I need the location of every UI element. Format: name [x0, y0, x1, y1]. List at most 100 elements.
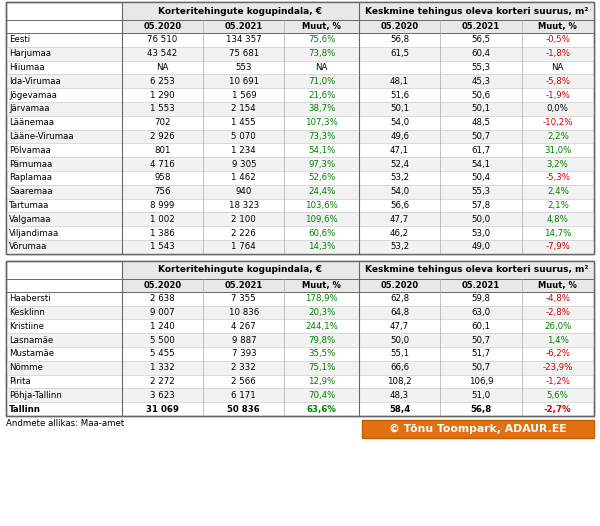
Bar	[6, 261, 594, 416]
Text: 107,3%: 107,3%	[305, 118, 338, 127]
Text: 2 272: 2 272	[150, 377, 175, 386]
Text: 1 462: 1 462	[232, 174, 256, 183]
Text: 05.2021: 05.2021	[224, 22, 263, 31]
Text: 178,9%: 178,9%	[305, 294, 338, 303]
Bar	[122, 279, 359, 292]
Text: 26,0%: 26,0%	[544, 322, 571, 331]
Text: 43 542: 43 542	[148, 49, 178, 58]
Bar	[6, 261, 594, 416]
Text: 49,0: 49,0	[472, 242, 490, 251]
Bar	[122, 20, 359, 33]
Text: 106,9: 106,9	[469, 377, 493, 386]
Text: 76 510: 76 510	[148, 35, 178, 44]
Text: Põhja-Tallinn: Põhja-Tallinn	[9, 391, 62, 400]
Text: 50,1: 50,1	[472, 104, 491, 114]
Text: 60,4: 60,4	[472, 49, 491, 58]
Bar	[6, 74, 594, 88]
Text: 756: 756	[154, 187, 171, 196]
Text: 24,4%: 24,4%	[308, 187, 335, 196]
Text: 6 171: 6 171	[232, 391, 256, 400]
Text: 50,0: 50,0	[390, 336, 409, 345]
Text: 35,5%: 35,5%	[308, 349, 335, 358]
Bar	[6, 306, 594, 319]
Text: 60,1: 60,1	[472, 322, 491, 331]
Text: 2 100: 2 100	[232, 215, 256, 224]
Text: 05.2020: 05.2020	[380, 22, 419, 31]
Text: 53,0: 53,0	[472, 229, 491, 238]
Text: 6 253: 6 253	[150, 77, 175, 86]
Text: -23,9%: -23,9%	[542, 363, 573, 372]
Text: Korteritehingute kogupindala, €: Korteritehingute kogupindala, €	[158, 6, 322, 15]
Text: 56,5: 56,5	[472, 35, 491, 44]
Bar	[122, 2, 359, 20]
Text: 57,8: 57,8	[472, 201, 491, 210]
Bar	[6, 388, 594, 402]
Text: 70,4%: 70,4%	[308, 391, 335, 400]
Text: 48,1: 48,1	[390, 77, 409, 86]
Text: 2 638: 2 638	[150, 294, 175, 303]
Text: 62,8: 62,8	[390, 294, 409, 303]
Text: 3 623: 3 623	[150, 391, 175, 400]
Bar	[122, 261, 359, 279]
Text: 134 357: 134 357	[226, 35, 262, 44]
Text: 4 716: 4 716	[150, 159, 175, 169]
Text: -7,9%: -7,9%	[545, 242, 570, 251]
Text: 73,3%: 73,3%	[308, 132, 335, 141]
Text: Viljandimaa: Viljandimaa	[9, 229, 59, 238]
Text: 48,3: 48,3	[390, 391, 409, 400]
Text: -0,5%: -0,5%	[545, 35, 571, 44]
Text: 75,6%: 75,6%	[308, 35, 335, 44]
Text: 64,8: 64,8	[390, 308, 409, 317]
Text: Saaremaa: Saaremaa	[9, 187, 53, 196]
Text: Võrumaa: Võrumaa	[9, 242, 47, 251]
Text: 53,2: 53,2	[390, 242, 409, 251]
Text: 9 305: 9 305	[232, 159, 256, 169]
Bar	[6, 102, 594, 116]
Bar	[359, 20, 594, 33]
Text: Harjumaa: Harjumaa	[9, 49, 51, 58]
Text: 1 234: 1 234	[232, 146, 256, 155]
Text: 8 999: 8 999	[150, 201, 175, 210]
Bar	[6, 2, 594, 254]
Text: Keskmine tehingus oleva korteri suurus, m²: Keskmine tehingus oleva korteri suurus, …	[365, 6, 588, 15]
Text: 2 226: 2 226	[232, 229, 256, 238]
Text: -1,8%: -1,8%	[545, 49, 571, 58]
Text: -2,8%: -2,8%	[545, 308, 571, 317]
Text: 55,3: 55,3	[472, 63, 491, 72]
Text: Kesklinn: Kesklinn	[9, 308, 45, 317]
Text: Mustamäe: Mustamäe	[9, 349, 54, 358]
Text: 75,1%: 75,1%	[308, 363, 335, 372]
Text: Eesti: Eesti	[9, 35, 30, 44]
Text: 10 691: 10 691	[229, 77, 259, 86]
Text: 2,1%: 2,1%	[547, 201, 569, 210]
Text: -10,2%: -10,2%	[542, 118, 573, 127]
Bar	[6, 47, 594, 60]
Text: 14,7%: 14,7%	[544, 229, 571, 238]
Text: 7 393: 7 393	[232, 349, 256, 358]
Text: Tartumaa: Tartumaa	[9, 201, 49, 210]
Text: 50,1: 50,1	[390, 104, 409, 114]
Text: 244,1%: 244,1%	[305, 322, 338, 331]
Text: 1 569: 1 569	[232, 90, 256, 99]
Text: 940: 940	[236, 187, 252, 196]
Text: 56,8: 56,8	[470, 404, 491, 413]
Text: 50,0: 50,0	[472, 215, 491, 224]
Text: 103,6%: 103,6%	[305, 201, 338, 210]
Text: Hiiumaa: Hiiumaa	[9, 63, 44, 72]
Text: Nõmme: Nõmme	[9, 363, 43, 372]
Text: -1,9%: -1,9%	[545, 90, 570, 99]
Text: 2 154: 2 154	[232, 104, 256, 114]
Text: 702: 702	[154, 118, 171, 127]
Bar	[6, 129, 594, 144]
Text: 5 070: 5 070	[232, 132, 256, 141]
Text: 4,8%: 4,8%	[547, 215, 569, 224]
Text: Valgamaa: Valgamaa	[9, 215, 52, 224]
Text: 1 332: 1 332	[150, 363, 175, 372]
Text: Muut, %: Muut, %	[538, 22, 577, 31]
Text: 61,5: 61,5	[390, 49, 409, 58]
Text: 4 267: 4 267	[232, 322, 256, 331]
Text: 1,4%: 1,4%	[547, 336, 569, 345]
Text: 1 386: 1 386	[150, 229, 175, 238]
Text: Lasnamäe: Lasnamäe	[9, 336, 53, 345]
Text: 7 355: 7 355	[232, 294, 256, 303]
